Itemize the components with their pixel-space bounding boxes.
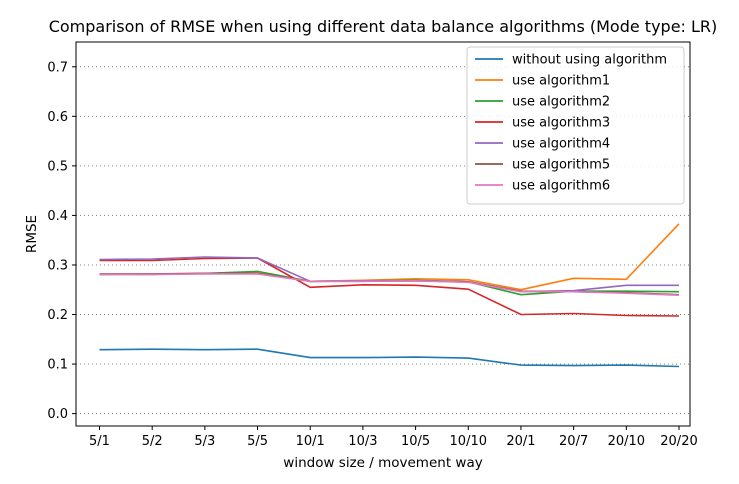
- x-tick-label: 20/7: [559, 434, 588, 449]
- x-tick-label: 5/3: [194, 434, 215, 449]
- y-tick-label: 0.1: [47, 358, 68, 373]
- series-line-3: [99, 270, 680, 296]
- legend-label: without using algorithm: [512, 53, 667, 68]
- x-tick-label: 10/10: [450, 434, 487, 449]
- y-axis-label: RMSE: [24, 215, 40, 253]
- series-line-4: [99, 257, 680, 317]
- x-tick-label: 10/1: [296, 434, 325, 449]
- legend-label: use algorithm3: [512, 116, 610, 131]
- legend-label: use algorithm1: [512, 74, 610, 89]
- legend-label: use algorithm5: [512, 158, 610, 173]
- x-tick-label: 20/1: [506, 434, 535, 449]
- series-line-1: [99, 348, 680, 368]
- legend-label: use algorithm6: [512, 179, 610, 194]
- series-line-7: [99, 273, 680, 296]
- y-tick-label: 0.2: [47, 308, 68, 323]
- legend-label: use algorithm4: [512, 137, 610, 152]
- x-tick-label: 5/1: [89, 434, 110, 449]
- x-tick-label: 5/2: [142, 434, 163, 449]
- chart-title: Comparison of RMSE when using different …: [49, 17, 718, 36]
- x-tick-label: 20/10: [608, 434, 645, 449]
- y-tick-label: 0.5: [47, 159, 68, 174]
- y-tick-label: 0.0: [47, 407, 68, 422]
- series-layer: [99, 223, 680, 368]
- x-axis: 5/1 5/2 5/3 5/5 10/1 10/3 10/5 10/10 20/1 20/7 20/…: [89, 426, 698, 449]
- x-tick-label: 5/5: [247, 434, 268, 449]
- x-axis-label: window size / movement way: [283, 455, 482, 471]
- x-tick-label: 20/20: [660, 434, 697, 449]
- y-tick-label: 0.7: [47, 60, 68, 75]
- x-tick-label: 10/3: [348, 434, 377, 449]
- y-tick-label: 0.6: [47, 110, 68, 125]
- plot-frame: [75, 41, 691, 427]
- legend-box: [466, 46, 685, 205]
- legend-label: use algorithm2: [512, 95, 610, 110]
- y-axis: 0.0 0.1 0.2 0.3 0.4 0.5 0.6 0.7: [47, 60, 76, 422]
- y-tick-label: 0.4: [47, 209, 68, 224]
- legend: without using algorithm use algorithm1 use…: [466, 46, 685, 205]
- y-tick-label: 0.3: [47, 258, 68, 273]
- x-tick-label: 10/5: [401, 434, 430, 449]
